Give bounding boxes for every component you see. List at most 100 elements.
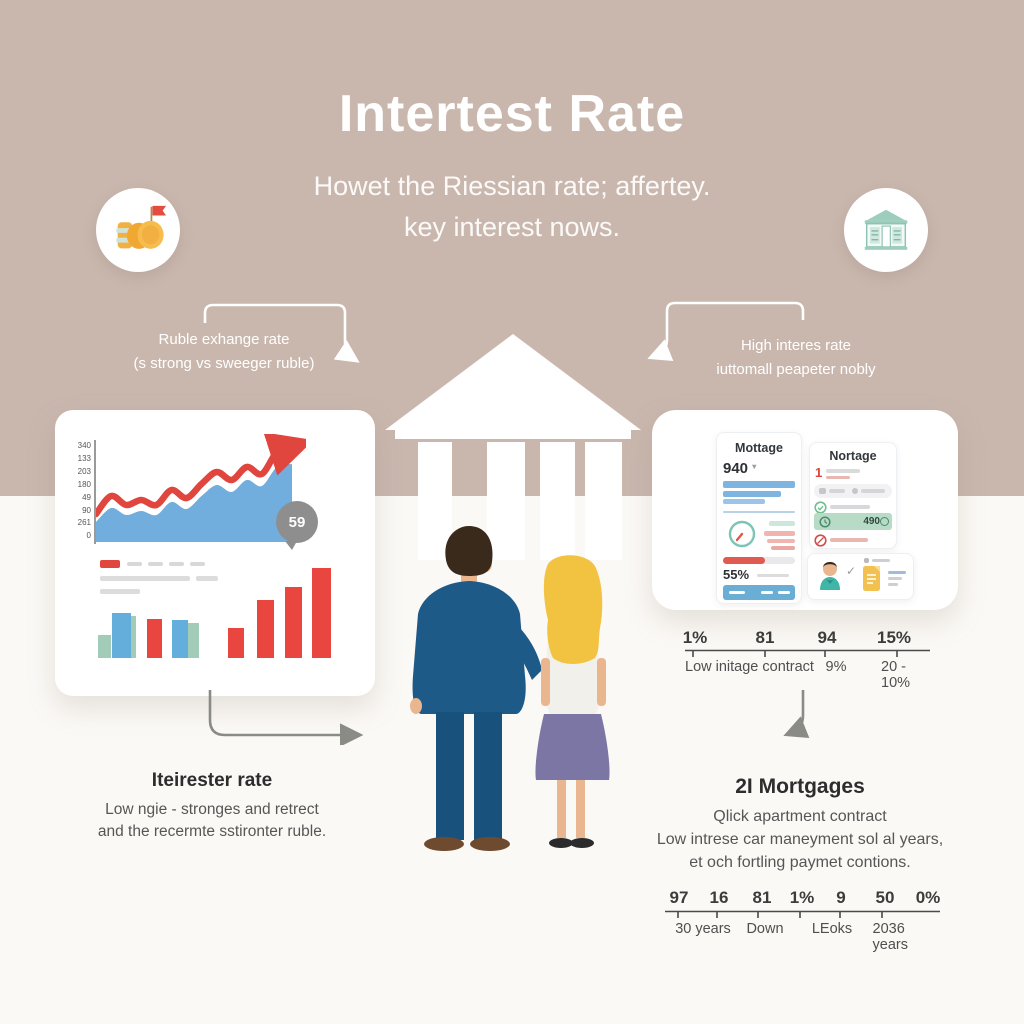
man-suit [412, 581, 526, 714]
mortgages-note: 2I Mortgages Qlick apartment contract Lo… [636, 775, 964, 874]
stat-value: 1% [789, 888, 815, 907]
y-axis-tick: 90 [82, 505, 91, 515]
bank-portico-illustration [385, 334, 641, 560]
left-flow-arrow [208, 690, 364, 745]
stat-value: 0% [915, 888, 941, 907]
couple-back-view-illustration [410, 526, 610, 851]
legend-swatch [100, 560, 120, 568]
interest-rate-note: Iteirester rate Low ngie - stronges and … [58, 770, 366, 843]
note-left-line-1: Low ngie - stronges and retrect [105, 801, 319, 818]
stat-value: 1% [682, 628, 708, 647]
bar [147, 619, 162, 658]
doc-line [830, 538, 868, 542]
bar-side-face [131, 616, 136, 658]
stat-value: 97 [669, 888, 689, 907]
y-axis-tick: 0 [86, 531, 91, 541]
legend-dash [169, 562, 184, 566]
stat-label: 20 - 10% [881, 659, 911, 691]
text-placeholder-line [100, 589, 140, 594]
stat-value: 9 [836, 888, 846, 907]
page-subtitle: Howet the Riessian rate; affertey. key i… [0, 166, 1024, 248]
doc-line [723, 499, 765, 504]
subtitle-line-1: Howet the Riessian rate; affertey. [313, 171, 711, 201]
doc1-button-bar [723, 585, 795, 600]
doc-line [723, 481, 795, 488]
doc-line [764, 531, 795, 536]
button-dash [729, 591, 745, 594]
woman-hair [543, 555, 603, 664]
y-axis-tick: 49 [82, 492, 91, 502]
mortgage-stats-row: 1% 81 94 15% Low initage contract 9% 20 … [660, 628, 950, 691]
applicant-card: ✓ [807, 553, 914, 600]
y-axis-tick: 203 [77, 466, 91, 476]
doc-line [757, 574, 789, 577]
stats-axis [665, 910, 940, 918]
mortgage-terms-row: 97 16 81 1% 9 50 0% 30 years Down LEoks … [655, 888, 955, 953]
right-flow-arrow [783, 690, 810, 739]
doc-line [888, 577, 902, 580]
caret-down-icon: ▾ [752, 462, 757, 471]
left-callout: Ruble exhange rate (s strong vs sweeger … [78, 328, 370, 376]
coins-with-flag-icon [116, 205, 167, 249]
text-placeholder-line [196, 576, 218, 581]
doc-line [767, 539, 795, 543]
man-leg [474, 712, 502, 840]
bar [285, 587, 302, 658]
doc-line [826, 476, 850, 479]
coins-flag-badge [96, 188, 180, 272]
tiny-glyph [864, 558, 869, 563]
doc-line [723, 491, 781, 497]
document-folder-icon [863, 566, 880, 591]
y-axis [94, 440, 96, 544]
stat-value: 81 [752, 888, 772, 907]
subtitle-line-2: key interest nows. [403, 212, 621, 242]
text-placeholder-line [100, 576, 190, 581]
button-dash [761, 591, 773, 594]
stat-label: 9% [825, 659, 847, 675]
clock-icon [819, 515, 831, 528]
area-line-chart [96, 434, 306, 542]
y-axis-tick: 133 [77, 453, 91, 463]
left-callout-line-2: (s strong vs sweeger ruble) [133, 355, 315, 372]
woman-leg [576, 780, 585, 838]
doc-line [830, 505, 870, 509]
stat-label: 30 years [675, 921, 731, 937]
doc2-title: Nortage [829, 449, 877, 463]
note-right-line-3: et och fortling paymet contions. [689, 854, 911, 871]
doc1-number: 940 [723, 460, 749, 477]
right-callout-line-1: High interes rate [740, 337, 852, 354]
house-glyph [819, 488, 826, 494]
mini-circle-icon [880, 517, 889, 526]
right-callout: High interes rate iuttomall peapeter nob… [662, 334, 930, 382]
stat-value: 50 [875, 888, 895, 907]
bar [98, 635, 111, 658]
doc-line [861, 489, 885, 493]
alert-circle-icon [814, 534, 827, 547]
stat-label: 2036 years [872, 921, 908, 953]
doc-line [872, 559, 890, 562]
note-left-line-2: and the recermte sstironter ruble. [97, 823, 327, 840]
progress-fill [723, 557, 765, 564]
legend-dash [190, 562, 205, 566]
stat-label: Down [746, 921, 784, 937]
person-avatar-icon [820, 562, 840, 590]
stats-axis [685, 649, 930, 657]
note-left-title: Iteirester rate [151, 770, 273, 791]
bank-badge [844, 188, 928, 272]
bar [112, 613, 131, 658]
page-title: Intertest Rate [338, 85, 686, 143]
doc-line [888, 583, 898, 586]
man-hair [445, 526, 493, 576]
y-axis-tick: 340 [77, 441, 91, 450]
check-icon: ✓ [846, 564, 857, 578]
doc1-value: 940 ▾ [723, 460, 756, 477]
mortgage-doc-1: Mottage 940 ▾ 55% [716, 432, 802, 604]
note-right-title: 2I Mortgages [735, 775, 865, 798]
left-callout-line-1: Ruble exhange rate [158, 331, 290, 348]
doc2-highlight-row: 490 [814, 513, 892, 530]
doc1-percent: 55% [723, 567, 750, 582]
dot-glyph [852, 488, 858, 494]
woman-skirt [535, 714, 610, 780]
stat-value: 94 [817, 628, 837, 647]
y-axis-tick: 261 [77, 518, 91, 528]
